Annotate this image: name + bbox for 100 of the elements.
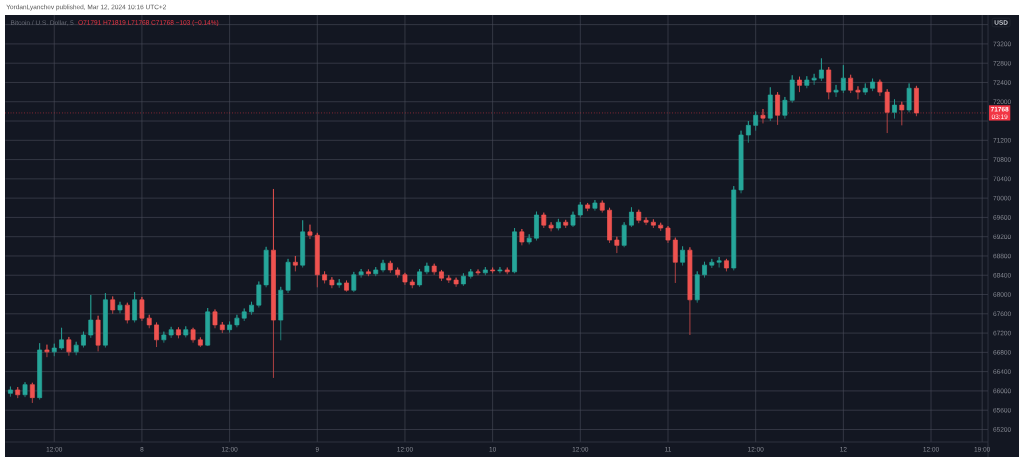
candlestick	[387, 260, 393, 274]
candlestick	[826, 66, 832, 100]
candlestick	[22, 381, 28, 398]
candlestick	[672, 237, 678, 284]
candlestick	[380, 259, 386, 273]
candlestick	[607, 207, 612, 244]
candlestick	[139, 296, 145, 322]
candlestick	[892, 98, 897, 119]
candlestick	[789, 74, 795, 104]
candlestick	[219, 321, 225, 334]
candlestick	[497, 266, 503, 274]
candlestick	[563, 219, 569, 229]
candlestick	[124, 302, 130, 324]
candlestick	[738, 130, 744, 194]
candlestick	[862, 83, 868, 96]
candlestick	[366, 269, 371, 277]
candlestick	[899, 101, 905, 126]
candlestick	[81, 331, 86, 348]
candlestick	[44, 344, 50, 358]
candlestick	[621, 221, 627, 248]
candlestick	[526, 233, 532, 245]
candlestick	[804, 75, 810, 89]
candlestick	[519, 228, 525, 246]
candlestick	[614, 236, 620, 254]
candlestick	[395, 267, 401, 279]
candlestick	[197, 337, 203, 348]
candlestick	[176, 326, 181, 339]
candlestick	[855, 85, 861, 100]
candlestick	[358, 268, 364, 279]
candlestick	[512, 227, 517, 274]
candlestick	[132, 291, 138, 323]
candlestick	[161, 331, 167, 344]
candlestick	[212, 309, 218, 329]
candlestick	[285, 258, 291, 294]
candlestick	[271, 188, 276, 379]
candlestick	[431, 263, 437, 276]
candlestick	[59, 327, 64, 351]
candlestick	[409, 279, 415, 289]
candlestick	[95, 315, 101, 352]
candlestick	[66, 336, 72, 357]
candlestick	[745, 120, 751, 144]
candlestick	[906, 83, 912, 113]
candlestick	[249, 301, 254, 316]
candlestick	[29, 382, 35, 404]
candlestick	[263, 246, 269, 288]
candlestick	[453, 277, 459, 288]
candlestick	[256, 281, 262, 308]
candlestick	[848, 74, 854, 94]
candlestick	[599, 200, 605, 213]
candlestick	[205, 307, 211, 347]
candlestick	[344, 280, 349, 292]
candlestick	[439, 269, 444, 282]
candlestick	[592, 199, 598, 212]
candlestick	[300, 219, 306, 268]
candlestick	[314, 232, 320, 288]
candlestick	[8, 386, 13, 398]
candlestick	[329, 276, 335, 289]
candlestick	[88, 294, 94, 339]
candlestick	[241, 308, 247, 322]
candlestick	[51, 343, 57, 357]
candlestick	[767, 86, 773, 122]
candlestick	[110, 296, 116, 315]
candlestick	[424, 262, 430, 275]
candlestick	[234, 314, 240, 328]
candlestick	[914, 85, 919, 117]
candlestick	[351, 271, 357, 293]
candlestick	[336, 278, 342, 289]
candlestick	[797, 76, 802, 93]
candlestick	[556, 218, 561, 231]
candlestick	[782, 96, 788, 119]
candlestick	[753, 111, 759, 132]
candlestick	[687, 246, 693, 336]
candlestick	[680, 245, 685, 266]
candlestick	[716, 256, 722, 268]
candlestick	[402, 272, 408, 286]
candlestick	[15, 386, 21, 399]
candlestick	[373, 266, 379, 277]
candlestick	[468, 268, 474, 279]
candlestick	[146, 314, 152, 329]
candlestick	[541, 212, 547, 229]
candlestick	[475, 269, 481, 276]
candlestick	[650, 218, 656, 229]
candlestick	[629, 206, 634, 228]
candlestick	[665, 225, 671, 244]
candlestick	[636, 209, 642, 224]
candlestick	[307, 224, 313, 240]
candlestick	[183, 325, 189, 338]
candlestick	[658, 222, 664, 232]
candlestick	[694, 271, 700, 304]
candlestick	[190, 327, 196, 344]
candlestick	[292, 255, 298, 272]
candlestick	[73, 341, 79, 356]
candlestick	[490, 267, 496, 274]
candlestick	[840, 64, 846, 94]
candlestick	[760, 108, 766, 124]
candlestick	[227, 321, 233, 333]
candlestick	[117, 301, 123, 314]
candlestick	[446, 274, 452, 284]
candlestick	[37, 342, 43, 400]
candlestick	[322, 271, 327, 284]
